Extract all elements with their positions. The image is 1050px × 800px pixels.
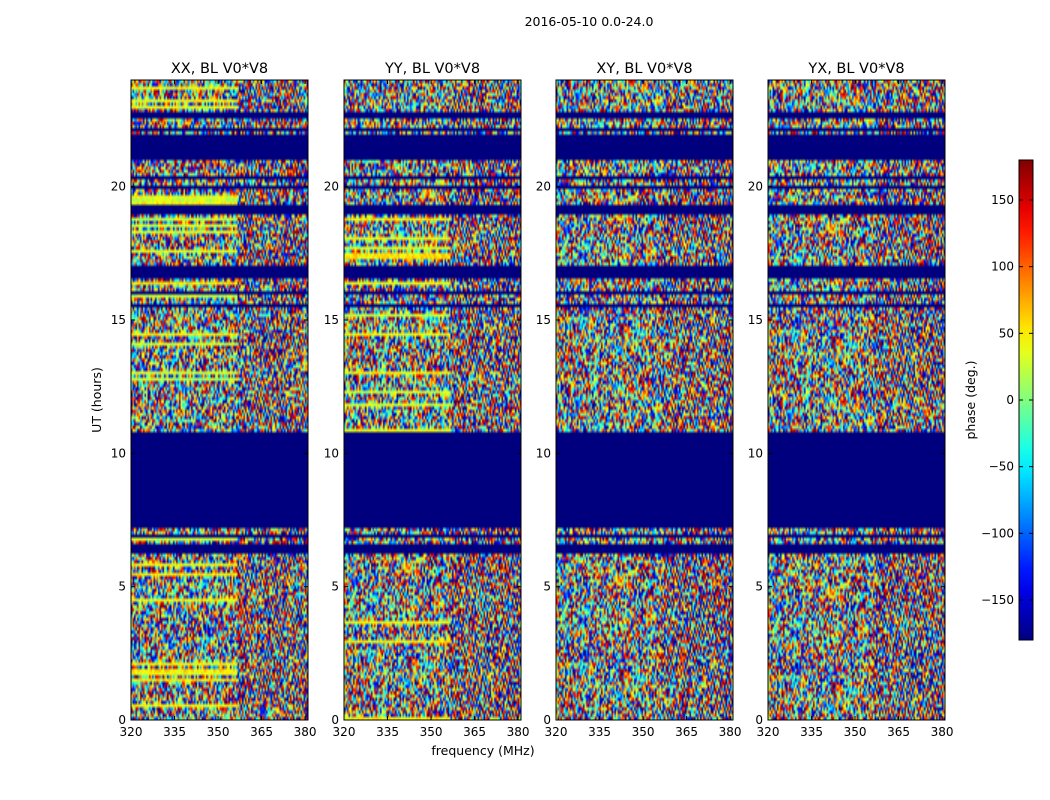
colorbar-tick-label: 100	[991, 260, 1014, 274]
x-tick-label: 350	[632, 725, 655, 739]
y-tick-label: 20	[111, 180, 126, 194]
phase-heatmap-yy	[344, 80, 521, 720]
panel-frame	[767, 79, 946, 721]
phase-heatmap-xx	[131, 80, 308, 720]
x-tick-label: 365	[887, 725, 910, 739]
phase-heatmap-yx	[768, 80, 945, 720]
y-tick-label: 10	[748, 446, 763, 460]
x-tick-label: 335	[376, 725, 399, 739]
y-tick-label: 15	[111, 313, 126, 327]
panel-xy: XY, BL V0*V8 320 335 350 365 380 0 5 10 15 20	[536, 61, 742, 739]
x-tick-label: 320	[545, 725, 568, 739]
x-tick-label: 335	[588, 725, 611, 739]
x-tick-label: 380	[719, 725, 742, 739]
y-tick-label: 5	[755, 580, 763, 594]
y-tick-label: 0	[118, 713, 126, 727]
y-axis-label: UT (hours)	[89, 367, 104, 433]
colorbar-tick-label: 150	[991, 193, 1014, 207]
x-tick-label: 380	[294, 725, 317, 739]
y-tick-label: 20	[748, 180, 763, 194]
x-tick-label: 365	[675, 725, 698, 739]
colorbar-tick-label: −150	[981, 593, 1014, 607]
panel-frame	[343, 79, 522, 721]
panel-title: XX, BL V0*V8	[171, 61, 268, 77]
y-tick-label: 0	[331, 713, 339, 727]
panel-yx: YX, BL V0*V8 320 335 350 365 380 0 5 10 15 20	[748, 61, 954, 739]
phase-heatmap-xy	[556, 80, 733, 720]
x-tick-label: 350	[207, 725, 230, 739]
panel-title: YY, BL V0*V8	[384, 61, 480, 77]
panel-title: YX, BL V0*V8	[807, 61, 904, 77]
y-tick-label: 10	[111, 446, 126, 460]
y-tick-label: 0	[755, 713, 763, 727]
colorbar-tick-label: 50	[999, 326, 1014, 340]
y-tick-label: 15	[536, 313, 551, 327]
y-tick-label: 15	[748, 313, 763, 327]
panel-title: XY, BL V0*V8	[596, 61, 692, 77]
panel-frame	[555, 79, 734, 721]
x-tick-label: 365	[463, 725, 486, 739]
y-tick-label: 20	[324, 180, 339, 194]
y-tick-label: 20	[536, 180, 551, 194]
x-tick-label: 380	[931, 725, 954, 739]
x-tick-label: 380	[507, 725, 530, 739]
y-tick-label: 10	[536, 446, 551, 460]
y-tick-label: 5	[543, 580, 551, 594]
x-tick-label: 320	[757, 725, 780, 739]
y-tick-label: 10	[324, 446, 339, 460]
x-tick-label: 350	[420, 725, 443, 739]
panel-yy: YY, BL V0*V8 320 335 350 365 380 0 5 10 15 20	[324, 61, 530, 739]
y-tick-label: 0	[543, 713, 551, 727]
x-axis-label: frequency (MHz)	[431, 743, 534, 758]
figure-suptitle: 2016-05-10 0.0-24.0	[525, 14, 654, 29]
y-tick-label: 5	[331, 580, 339, 594]
colorbar-label: phase (deg.)	[963, 361, 978, 440]
colorbar-tick-label: −100	[981, 526, 1014, 540]
x-tick-label: 350	[844, 725, 867, 739]
x-tick-label: 365	[250, 725, 273, 739]
colorbar-tick-label: −50	[989, 460, 1014, 474]
x-tick-label: 335	[163, 725, 186, 739]
x-tick-label: 320	[333, 725, 356, 739]
colorbar: −150 −100 −50 0 50 100 150	[981, 159, 1034, 641]
y-tick-label: 15	[324, 313, 339, 327]
colorbar-tick-label: 0	[1006, 393, 1014, 407]
x-tick-label: 320	[120, 725, 143, 739]
panel-frame	[130, 79, 309, 721]
panel-xx: XX, BL V0*V8 320 335 350 365 380 0 5 10 15 20	[111, 61, 317, 739]
x-tick-label: 335	[800, 725, 823, 739]
y-tick-label: 5	[118, 580, 126, 594]
